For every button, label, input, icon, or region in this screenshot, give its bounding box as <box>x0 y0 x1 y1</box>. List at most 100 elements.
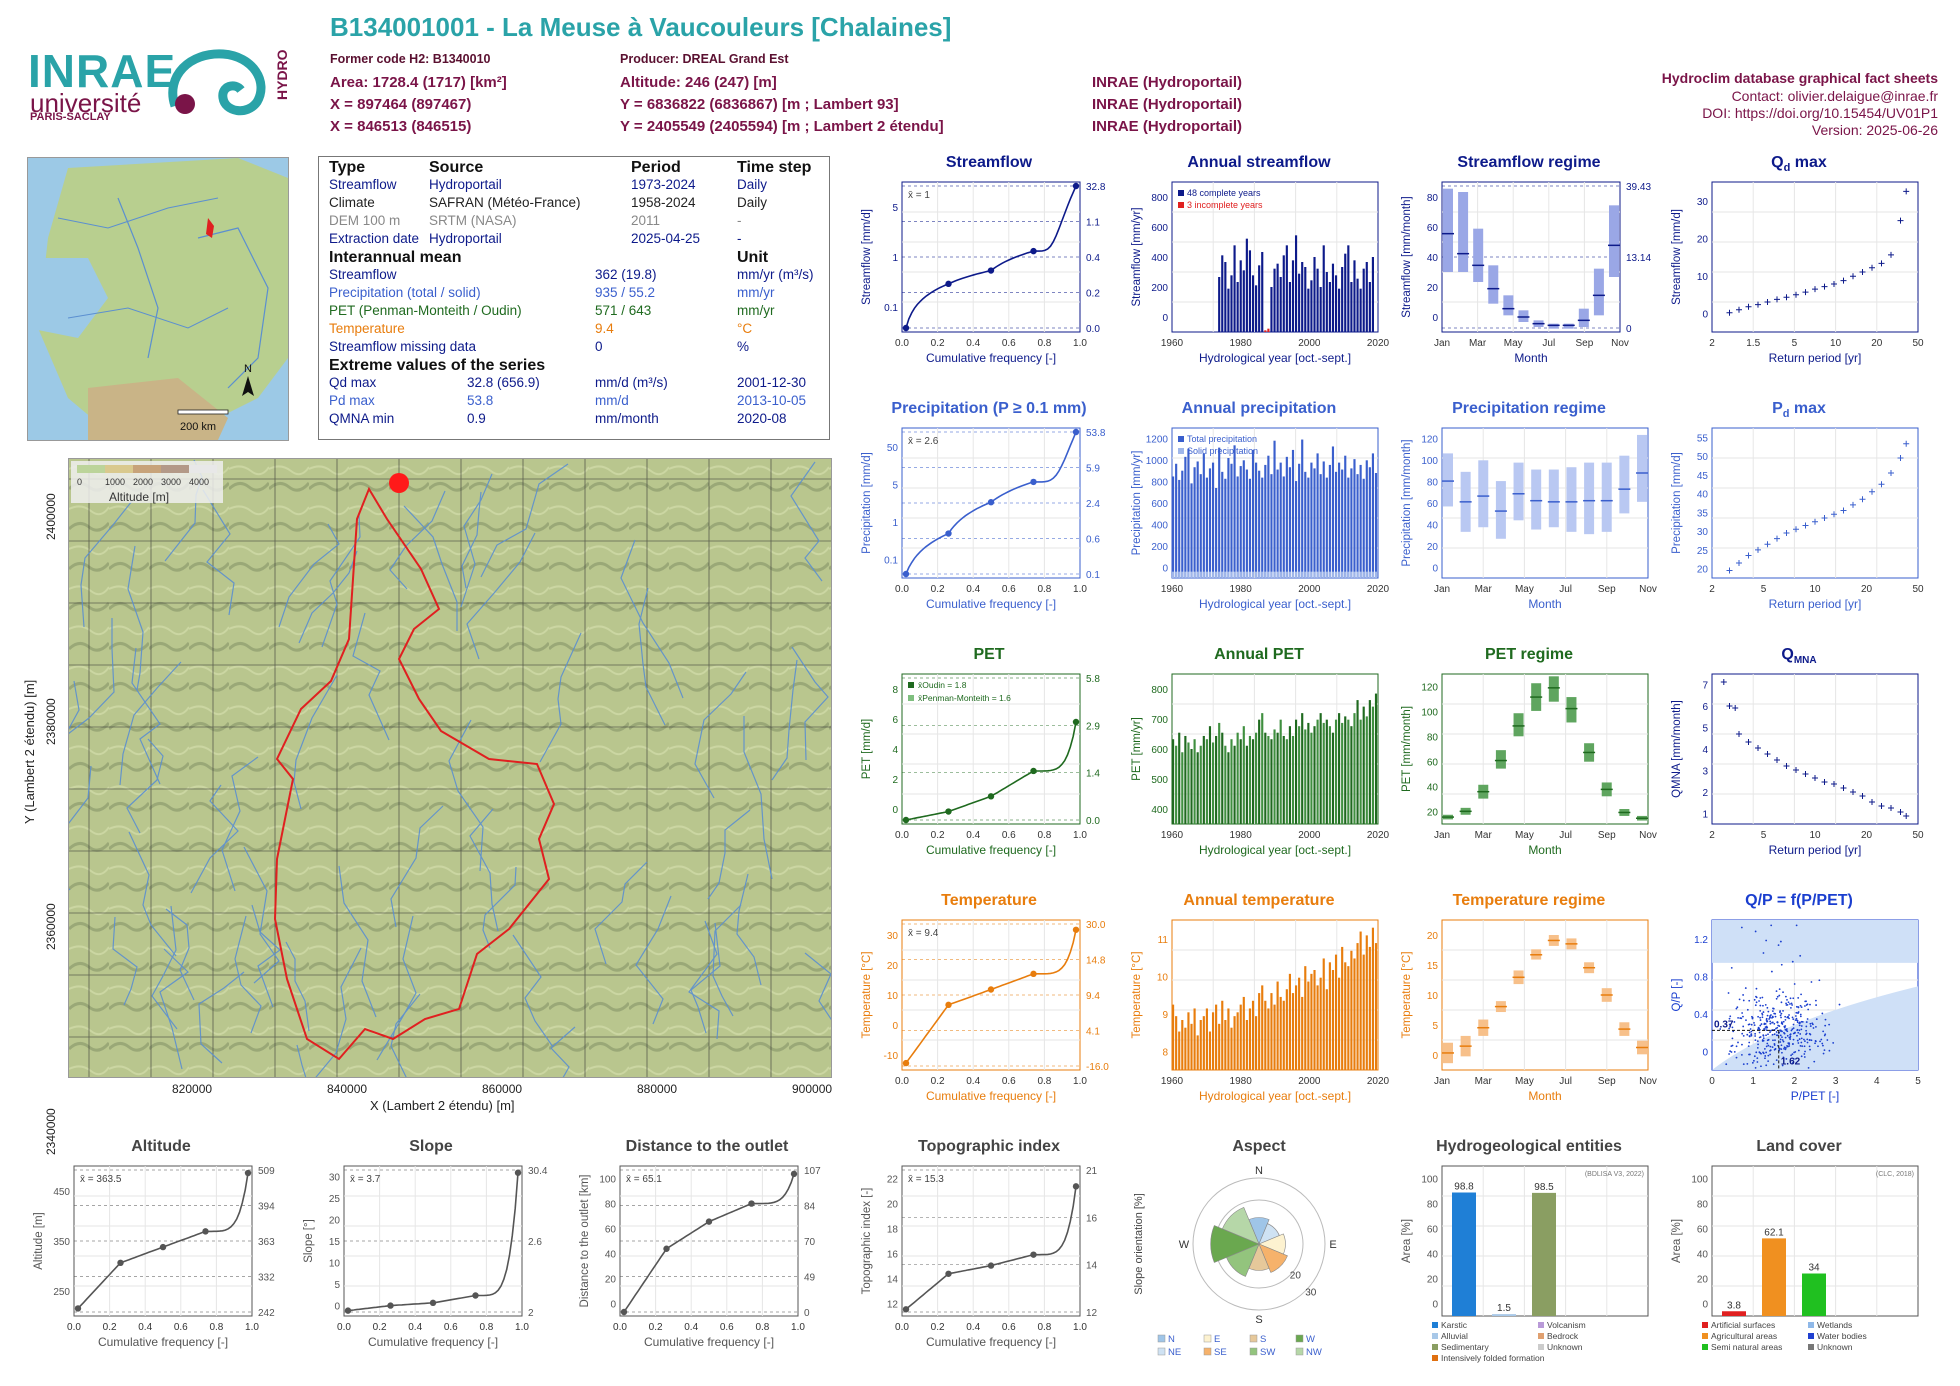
bar <box>1304 966 1307 1070</box>
map-xtick: 820000 <box>172 1082 213 1096</box>
scatter-point <box>1824 1018 1827 1021</box>
scatter-point <box>1789 1003 1791 1005</box>
y-axis-label: Slope [°] <box>303 1219 315 1263</box>
bar <box>1291 993 1295 1070</box>
xtick-label: 20 <box>1861 830 1873 841</box>
scatter-point <box>1782 1010 1784 1012</box>
scatter-point <box>1815 1025 1817 1028</box>
scatter-point <box>1778 988 1781 991</box>
scatter-point <box>1785 1058 1788 1060</box>
river <box>221 756 259 892</box>
info-cell-period: 1973-2024 <box>631 177 696 192</box>
ytick-label: 80 <box>605 1200 617 1211</box>
river <box>69 618 115 734</box>
scatter-point <box>1759 1019 1762 1021</box>
xtick-label: Jul <box>1542 338 1555 349</box>
scatter-point <box>1823 1049 1826 1052</box>
scatter-point <box>1814 999 1817 1002</box>
ytick-label: 100 <box>1691 1175 1708 1186</box>
bar <box>1344 716 1347 824</box>
bar <box>1316 268 1319 332</box>
legend-swatch <box>1538 1333 1544 1339</box>
qd_max-svg: 0 10 20 30 2 1.5 5 10 20 50 Return period [yr] Stre… <box>1671 181 1924 365</box>
info-row: Streamflow missing data 0% <box>329 339 823 357</box>
bar-solid <box>1224 571 1227 578</box>
ytick-label: 2 <box>1702 788 1708 799</box>
y-axis-label: Precipitation [mm/d] <box>861 452 873 554</box>
scatter-point <box>1770 1029 1772 1032</box>
scatter-point <box>1754 1066 1757 1069</box>
ytick-label: 5 <box>1702 724 1708 735</box>
bar <box>1350 950 1353 1070</box>
scatter-point <box>1759 1009 1762 1012</box>
bar <box>1298 726 1301 824</box>
xtick-label: 0.4 <box>966 338 980 349</box>
bar <box>1202 735 1205 824</box>
quantile-point <box>748 1200 755 1207</box>
bar <box>1258 719 1261 824</box>
bar <box>1276 732 1279 824</box>
bar-solid <box>1325 571 1328 578</box>
scatter-point <box>1728 1053 1730 1055</box>
bar <box>1239 466 1242 578</box>
scatter-point <box>1784 1028 1787 1031</box>
scatter-point <box>1789 997 1792 1000</box>
scatter-point <box>1736 306 1742 313</box>
river <box>296 1044 307 1077</box>
bar-solid <box>1301 571 1304 578</box>
ytick-label: 16 <box>887 1250 899 1261</box>
ytick-label: 200 <box>1151 542 1168 553</box>
scatter-point <box>1728 1023 1731 1026</box>
bar <box>1294 235 1298 332</box>
right-tick-label: 70 <box>804 1237 816 1248</box>
ytick-label: 40 <box>1427 253 1439 264</box>
scatter-point <box>1763 1047 1766 1050</box>
bar-solid <box>1184 571 1187 578</box>
bar <box>1251 1000 1255 1070</box>
scatter-point <box>1754 1039 1757 1042</box>
box <box>1495 750 1506 769</box>
right-tick-label: 363 <box>258 1237 275 1248</box>
bar <box>1325 719 1328 824</box>
ytick-label: 20 <box>1427 1275 1439 1286</box>
scatter-point <box>1784 1018 1787 1021</box>
chart-title: Annual temperature <box>1183 892 1335 909</box>
scatter-point <box>1758 1051 1761 1054</box>
bar <box>1325 272 1328 332</box>
bar-solid <box>1344 571 1347 578</box>
scatter-point <box>1803 1038 1805 1041</box>
xtick-label: 0.6 <box>1002 1076 1016 1087</box>
bar <box>1224 262 1227 332</box>
ytick-label: 20 <box>1697 565 1709 576</box>
landcover-svg: 0 20 40 60 80 100 Area [%] (CLC, 2018) 3.8 62.1 34… <box>1671 1165 1919 1352</box>
scatter-point <box>1819 1040 1821 1043</box>
xtick-label: Mar <box>1475 1076 1493 1087</box>
legend-label: Volcanism <box>1547 1320 1586 1330</box>
info-row: QMNA min 0.9 mm/month 2020-08 <box>329 411 823 429</box>
bar-solid <box>1276 571 1279 578</box>
scatter-point <box>1775 1031 1778 1033</box>
xtick-label: 1.0 <box>1073 830 1087 841</box>
scatter-point <box>1762 1034 1765 1037</box>
scatter-point <box>1828 1049 1831 1052</box>
distance-chart: Distance to the outlet 0 20 40 60 80 100 0.0 0.2… <box>576 1138 838 1374</box>
river <box>315 947 362 1077</box>
scatter-point <box>1762 1004 1764 1007</box>
legend-swatch <box>1702 1333 1708 1339</box>
bar <box>1270 993 1273 1070</box>
ytick-label: 100 <box>1421 456 1438 467</box>
bar <box>1211 742 1215 824</box>
box <box>1563 323 1574 329</box>
contact[interactable]: Contact: olivier.delaigue@inrae.fr <box>1731 88 1938 104</box>
xtick-label: 4 <box>1874 1076 1880 1087</box>
scatter-point <box>1800 1037 1803 1040</box>
chart-title: Temperature <box>941 892 1037 909</box>
doi-link[interactable]: DOI: https://doi.org/10.15454/UV01P1 <box>1702 105 1938 121</box>
ytick-label: 0.1 <box>884 555 898 566</box>
info-cell-date: 2013-10-05 <box>737 393 807 408</box>
info-cell-step: Daily <box>737 177 768 192</box>
annual_pet-svg: 400 500 600 700 800 1960 1980 2000 2020 Hydrologi… <box>1131 673 1390 857</box>
river <box>198 971 245 1064</box>
bar-solid <box>1181 571 1184 578</box>
bar <box>1285 456 1288 578</box>
